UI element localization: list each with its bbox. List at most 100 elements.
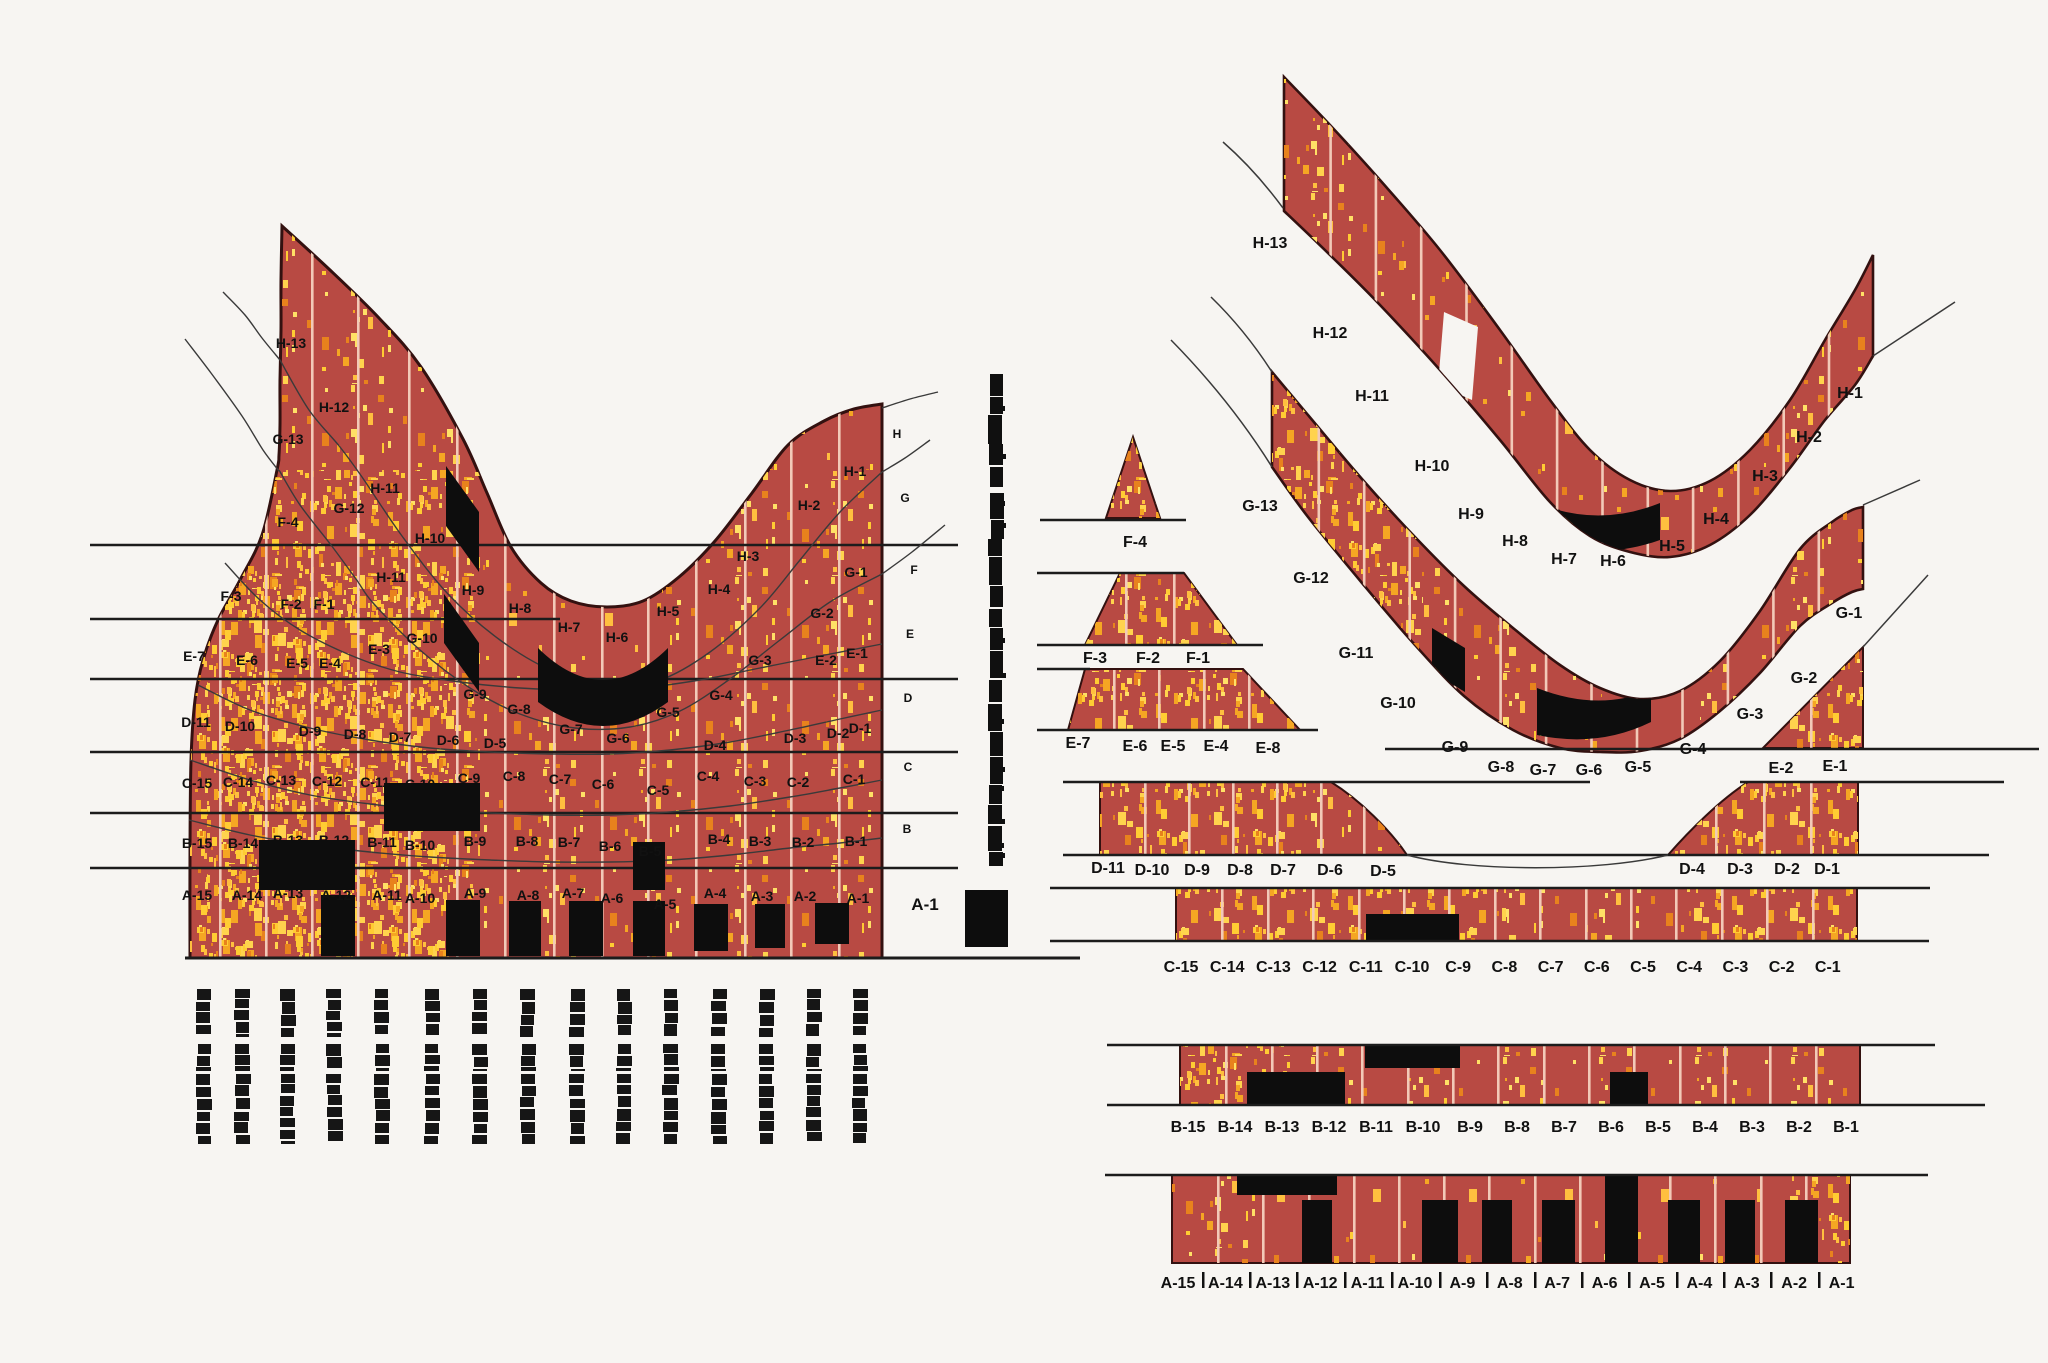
svg-text:G-2: G-2: [810, 605, 834, 621]
svg-text:C-8: C-8: [1492, 959, 1518, 976]
svg-text:C-13: C-13: [1256, 959, 1291, 976]
svg-text:D-7: D-7: [1270, 862, 1296, 879]
svg-text:D-10: D-10: [225, 718, 256, 734]
svg-text:E-3: E-3: [368, 641, 390, 657]
svg-text:C-5: C-5: [647, 782, 670, 798]
svg-text:G-10: G-10: [406, 630, 437, 646]
svg-text:B-15: B-15: [1171, 1119, 1206, 1136]
svg-text:H-8: H-8: [509, 600, 532, 616]
svg-text:A-8: A-8: [517, 887, 540, 903]
svg-text:H-8: H-8: [1502, 533, 1528, 550]
svg-text:A-1: A-1: [911, 895, 938, 914]
svg-text:H-5: H-5: [1659, 538, 1685, 555]
svg-text:B-5: B-5: [1645, 1119, 1671, 1136]
svg-text:B-11: B-11: [1359, 1119, 1393, 1136]
svg-text:A-8: A-8: [1497, 1275, 1523, 1292]
svg-text:C: C: [904, 760, 913, 774]
svg-text:G-5: G-5: [656, 704, 680, 720]
svg-text:B-6: B-6: [1598, 1119, 1624, 1136]
svg-text:C-1: C-1: [843, 771, 866, 787]
svg-text:D-8: D-8: [344, 726, 367, 742]
svg-text:G-1: G-1: [1836, 605, 1863, 622]
svg-text:E-5: E-5: [286, 655, 308, 671]
svg-text:B-7: B-7: [558, 834, 581, 850]
svg-text:D-5: D-5: [1370, 863, 1396, 880]
svg-text:A-5: A-5: [1639, 1275, 1665, 1292]
svg-text:D-6: D-6: [1317, 862, 1343, 879]
svg-text:A-4: A-4: [704, 885, 727, 901]
svg-text:F-1: F-1: [314, 596, 335, 612]
svg-text:E-7: E-7: [183, 648, 205, 664]
svg-text:H-6: H-6: [1600, 553, 1626, 570]
svg-text:B-5: B-5: [639, 843, 662, 859]
svg-text:G-4: G-4: [1680, 741, 1707, 758]
svg-text:D-10: D-10: [1135, 862, 1170, 879]
svg-text:H-11: H-11: [1355, 388, 1389, 405]
svg-text:H-1: H-1: [844, 463, 867, 479]
svg-text:C-12: C-12: [312, 773, 343, 789]
svg-text:D-6: D-6: [437, 732, 460, 748]
svg-text:C-8: C-8: [503, 768, 526, 784]
svg-text:G-8: G-8: [1488, 759, 1515, 776]
svg-text:G-2: G-2: [1791, 670, 1818, 687]
svg-text:A-2: A-2: [1781, 1275, 1807, 1292]
svg-text:C-13: C-13: [266, 772, 297, 788]
svg-text:H-11: H-11: [370, 480, 400, 496]
svg-text:B: B: [903, 822, 912, 836]
svg-text:E-6: E-6: [236, 652, 258, 668]
svg-text:A-12: A-12: [1303, 1275, 1338, 1292]
svg-text:A-10: A-10: [1398, 1275, 1433, 1292]
svg-text:G-13: G-13: [272, 431, 303, 447]
svg-text:G-13: G-13: [1242, 498, 1278, 515]
svg-text:D-7: D-7: [389, 729, 412, 745]
svg-text:C-11: C-11: [360, 774, 390, 790]
svg-text:G-1: G-1: [844, 564, 868, 580]
svg-text:E-2: E-2: [815, 652, 837, 668]
svg-text:D-4: D-4: [1679, 861, 1705, 878]
svg-text:C-10: C-10: [1395, 959, 1430, 976]
svg-text:H-10: H-10: [1415, 458, 1450, 475]
svg-text:D-11: D-11: [1091, 860, 1125, 877]
svg-text:G-9: G-9: [1442, 739, 1469, 756]
svg-text:C-4: C-4: [1676, 959, 1702, 976]
svg-text:G-5: G-5: [1625, 759, 1652, 776]
svg-text:A-15: A-15: [1161, 1275, 1196, 1292]
svg-text:H-3: H-3: [1752, 468, 1778, 485]
svg-text:C-6: C-6: [1584, 959, 1610, 976]
svg-text:D-9: D-9: [299, 723, 322, 739]
svg-text:B-4: B-4: [708, 831, 731, 847]
svg-text:E-7: E-7: [1066, 735, 1091, 752]
svg-text:H-7: H-7: [1551, 551, 1577, 568]
svg-text:A-12: A-12: [321, 887, 352, 903]
svg-text:A-2: A-2: [794, 888, 817, 904]
svg-text:H-10: H-10: [415, 530, 446, 546]
svg-text:C-14: C-14: [223, 774, 254, 790]
svg-text:A-11: A-11: [1351, 1275, 1385, 1292]
svg-text:E-8: E-8: [1256, 740, 1281, 757]
svg-text:A-1: A-1: [1829, 1275, 1855, 1292]
svg-text:F-2: F-2: [1136, 650, 1160, 667]
svg-text:H-7: H-7: [558, 619, 581, 635]
svg-text:B-2: B-2: [792, 834, 815, 850]
svg-text:B-9: B-9: [1457, 1119, 1483, 1136]
svg-text:C-1: C-1: [1815, 959, 1841, 976]
svg-text:D-5: D-5: [484, 735, 507, 751]
svg-text:B-7: B-7: [1551, 1119, 1577, 1136]
svg-text:A-14: A-14: [1208, 1275, 1243, 1292]
svg-text:E-2: E-2: [1769, 760, 1794, 777]
svg-text:D-1: D-1: [849, 720, 872, 736]
svg-text:H-5: H-5: [657, 603, 680, 619]
svg-text:F-4: F-4: [278, 514, 299, 530]
svg-text:C-7: C-7: [1538, 959, 1564, 976]
svg-text:F-4: F-4: [1123, 534, 1147, 551]
svg-text:D-3: D-3: [784, 730, 807, 746]
svg-text:E-4: E-4: [1204, 738, 1229, 755]
svg-text:C-5: C-5: [1630, 959, 1656, 976]
svg-text:H-13: H-13: [1253, 235, 1288, 252]
svg-text:G-3: G-3: [1737, 706, 1764, 723]
svg-text:D-9: D-9: [1184, 862, 1210, 879]
svg-text:D: D: [904, 691, 913, 705]
svg-text:B-14: B-14: [228, 835, 259, 851]
svg-text:A-5: A-5: [654, 896, 677, 912]
svg-text:D-3: D-3: [1727, 861, 1753, 878]
